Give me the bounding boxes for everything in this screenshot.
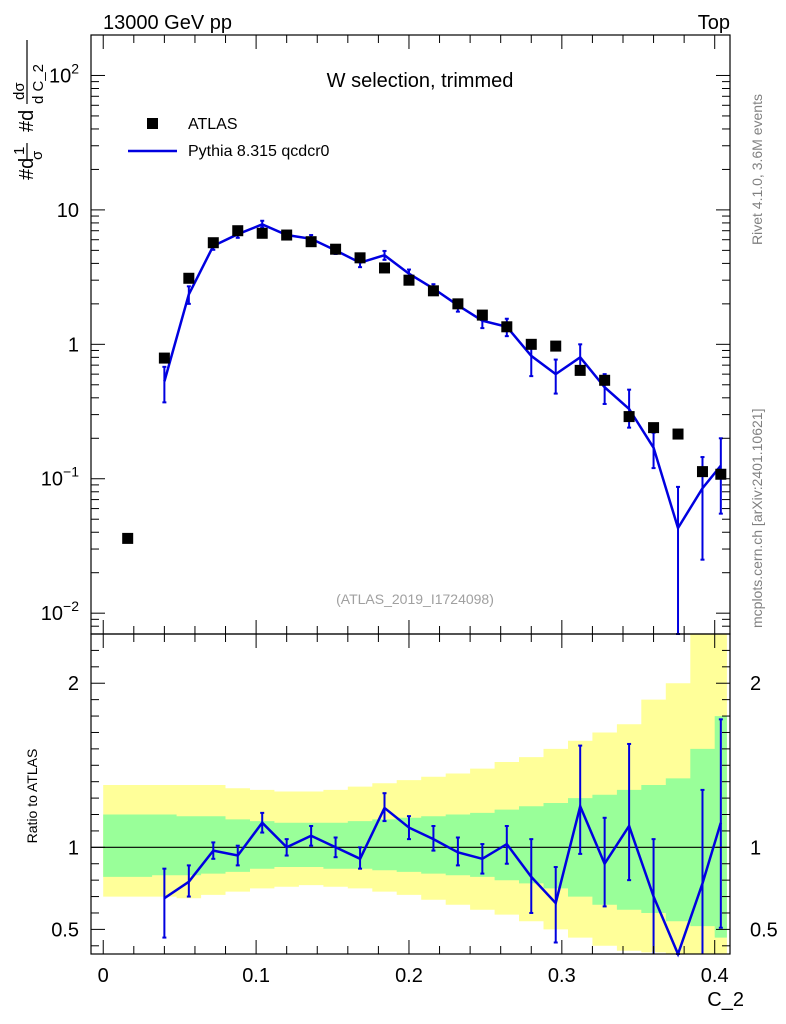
data-point [672,428,684,440]
data-point [122,532,134,544]
ratio-y-label: Ratio to ATLAS [24,749,40,844]
data-point [525,338,537,350]
y-tick-label: 1 [68,334,79,356]
data-point [232,225,244,237]
data-point [715,468,727,480]
ratio-tick-label-right: 0.5 [750,919,778,941]
data-point [330,243,342,255]
data-point [501,321,513,333]
legend-data-marker [147,118,158,129]
data-point [305,236,317,248]
chart-title: W selection, trimmed [327,70,514,92]
data-point [452,298,464,310]
ratio-tick-label-right: 2 [750,673,761,695]
y-tick-label: 10−2 [41,598,79,625]
x-tick-label: 0 [98,965,109,987]
rivet-info: Rivet 4.1.0, 3.6M events [749,94,765,245]
y-tick-label: 10−1 [41,464,79,491]
ratio-tick-label-left: 2 [68,673,79,695]
ylabel-one: 1 [11,147,28,155]
ylabel-hash-d: #d [16,158,38,180]
legend-mc-label: Pythia 8.315 qcdcr0 [188,143,330,160]
analysis-id: (ATLAS_2019_I1724098) [336,591,494,607]
data-point [403,274,415,286]
ratio-line [163,802,722,958]
band-inner [103,716,727,938]
main-frame [90,34,731,635]
ratio-frame [90,633,731,955]
x-tick-label: 0.3 [548,965,576,987]
data-point [696,466,708,478]
x-tick-label: 0.2 [395,965,423,987]
ratio-tick-label-right: 1 [750,837,761,859]
header-right: Top [698,12,730,34]
ratio-tick-label-left: 1 [68,837,79,859]
data-point [599,374,611,386]
data-point [256,227,268,239]
mc-line [163,223,722,532]
legend: ATLAS Pythia 8.315 qcdcr0 [128,116,330,160]
ylabel-dc2: d C_2 [30,64,47,104]
y-axis-label: #d 1 σ #d dσ d C_2 [11,40,47,180]
axes: 0 0.1 0.2 0.3 0.4 10−2 10−1 1 10 102 0.5 0.5 1 1 2 2 [41,34,778,987]
ylabel-sigma: σ [29,150,46,160]
data-point [354,252,366,264]
mcplots-info: mcplots.cern.ch [arXiv:2401.10621] [749,409,765,628]
x-axis-label: C_2 [707,989,744,1011]
x-tick-label: 0.4 [701,965,729,987]
ylabel-hash-d-2: #d [16,110,38,132]
ylabel-dsigma: dσ [11,82,28,100]
data-point [379,262,391,274]
data-point [550,340,562,352]
data-point [158,352,170,364]
main-series [122,219,727,635]
data-point [427,285,439,297]
ratio-tick-label-left: 0.5 [51,919,79,941]
data-point [623,411,635,423]
x-tick-label: 0.1 [242,965,270,987]
data-point [281,229,293,241]
data-point [574,364,586,376]
ratio-series [162,718,723,958]
header-left: 13000 GeV pp [103,12,232,34]
y-tick-label: 10 [57,200,79,222]
data-point [476,309,488,321]
data-point [183,272,195,284]
legend-data-label: ATLAS [188,116,238,133]
ratio-uncertainty-bands [103,634,727,954]
data-point [207,237,219,249]
y-tick-label: 102 [49,60,79,87]
data-point [648,422,660,434]
